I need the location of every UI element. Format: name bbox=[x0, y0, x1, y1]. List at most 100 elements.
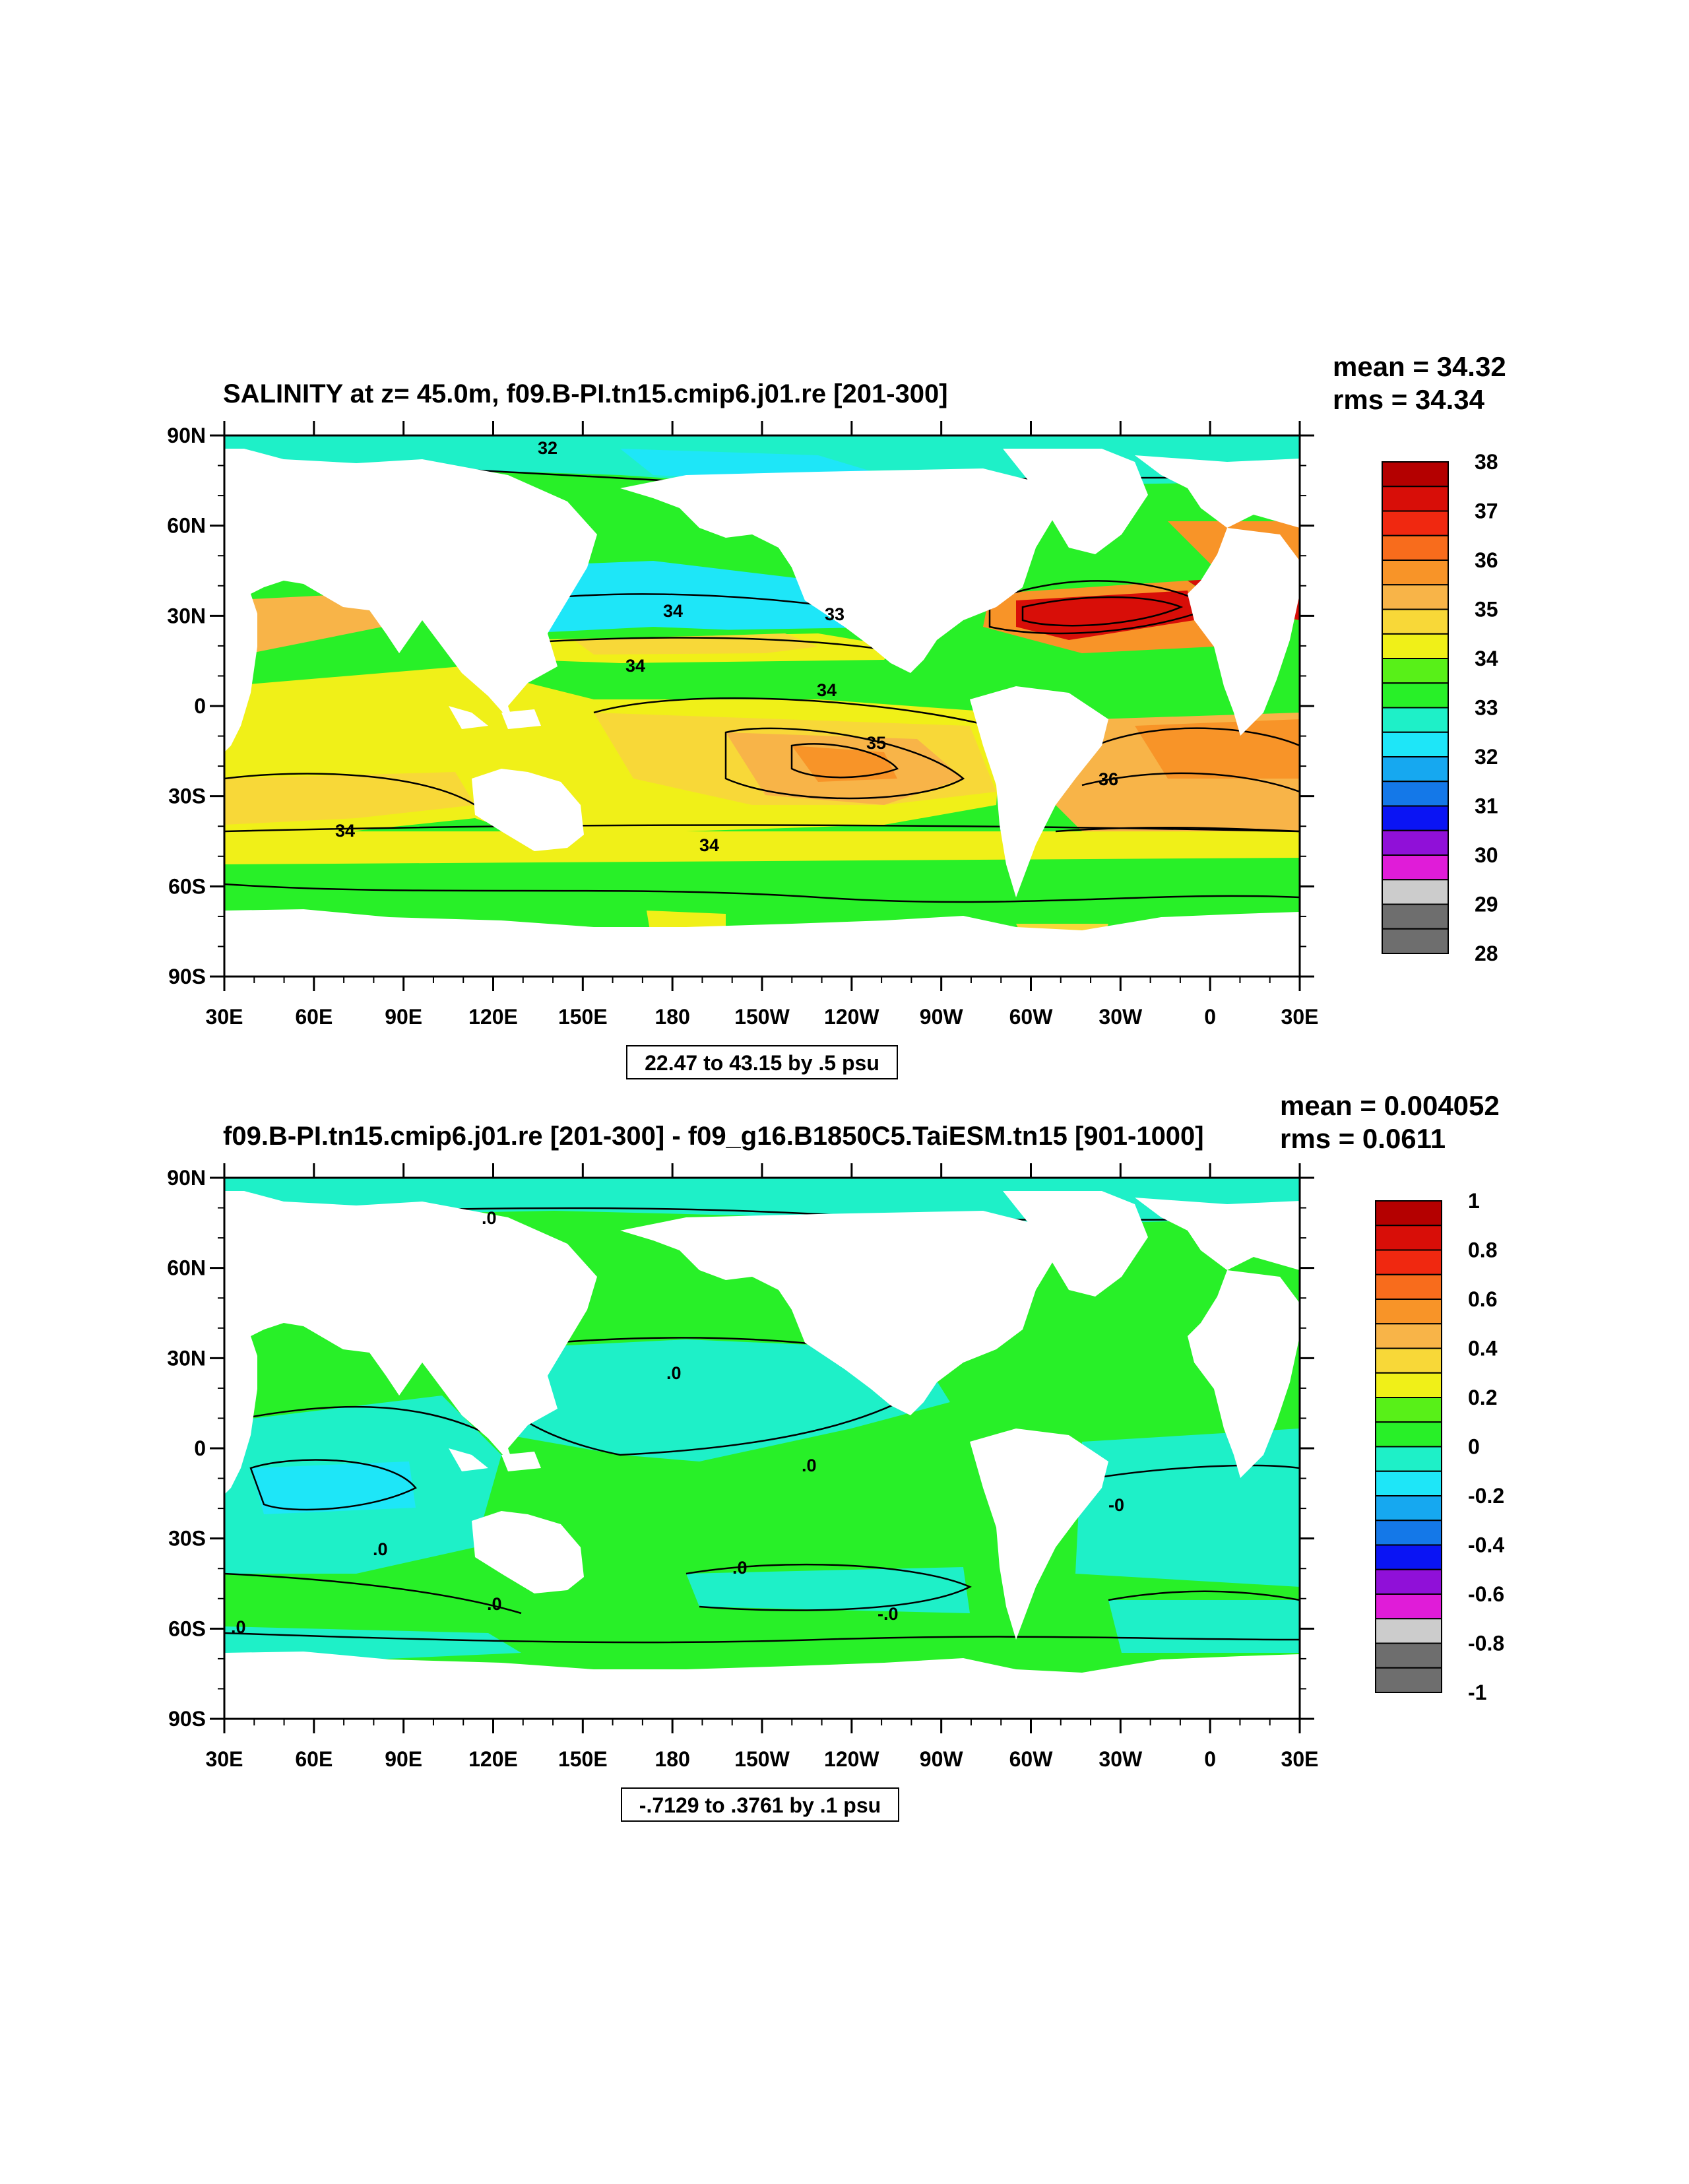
top-colorbar-label: 35 bbox=[1475, 598, 1498, 622]
top-lon-label: 120E bbox=[468, 1005, 518, 1029]
bottom-colorbar-swatch bbox=[1375, 1372, 1442, 1398]
top-colorbar-swatch bbox=[1382, 534, 1449, 561]
bottom-lon-label: 60E bbox=[295, 1747, 333, 1771]
top-contour-info: 22.47 to 43.15 by .5 psu bbox=[645, 1051, 879, 1075]
top-colorbar-swatch bbox=[1382, 903, 1449, 930]
bottom-lon-label: 120E bbox=[468, 1747, 518, 1771]
top-lat-label: 30N bbox=[167, 604, 206, 627]
bottom-colorbar-swatch bbox=[1375, 1299, 1442, 1325]
top-contour-label: 36 bbox=[1099, 769, 1118, 789]
top-lon-label: 60W bbox=[1009, 1005, 1054, 1029]
top-lat-label: 30S bbox=[168, 785, 206, 808]
bottom-colorbar-swatch bbox=[1375, 1397, 1442, 1423]
bottom-colorbar-swatch bbox=[1375, 1618, 1442, 1644]
bottom-map-plot bbox=[224, 1178, 1300, 1719]
top-contour-label: 34 bbox=[663, 601, 683, 621]
bottom-lat-label: 60S bbox=[168, 1617, 206, 1640]
bottom-colorbar-label: 0 bbox=[1468, 1435, 1480, 1459]
top-colorbar-label: 30 bbox=[1475, 843, 1498, 867]
top-lat-label: 60N bbox=[167, 514, 206, 538]
bottom-colorbar-swatch bbox=[1375, 1544, 1442, 1570]
top-lon-label: 30E bbox=[1281, 1005, 1319, 1029]
top-colorbar-swatch bbox=[1382, 854, 1449, 881]
bottom-colorbar-label: -0.6 bbox=[1468, 1582, 1504, 1606]
bottom-colorbar-label: -1 bbox=[1468, 1681, 1486, 1704]
top-contour-label: 34 bbox=[699, 835, 719, 855]
bottom-contour-label: .0 bbox=[482, 1208, 497, 1228]
top-lon-label: 90W bbox=[920, 1005, 964, 1029]
bottom-colorbar-label: -0.2 bbox=[1468, 1484, 1504, 1508]
bottom-colorbar-swatch bbox=[1375, 1421, 1442, 1448]
top-map-plot bbox=[224, 435, 1300, 977]
bottom-contour-label: .0 bbox=[373, 1539, 388, 1559]
bottom-contour-info-box bbox=[621, 1787, 899, 1822]
bottom-colorbar-label: 0.2 bbox=[1468, 1386, 1497, 1409]
bottom-rms-value: rms = 0.0611 bbox=[1280, 1123, 1446, 1154]
bottom-colorbar-label: -0.4 bbox=[1468, 1533, 1504, 1557]
bottom-colorbar-swatch bbox=[1375, 1667, 1442, 1693]
bottom-contour-info: -.7129 to .3761 by .1 psu bbox=[639, 1793, 881, 1817]
bottom-lon-label: 0 bbox=[1204, 1747, 1216, 1771]
top-lon-label: 0 bbox=[1204, 1005, 1216, 1029]
top-colorbar-label: 33 bbox=[1475, 696, 1498, 720]
top-colorbar-label: 36 bbox=[1475, 548, 1498, 572]
bottom-contour-label: .0 bbox=[666, 1363, 682, 1383]
top-colorbar-label: 34 bbox=[1475, 647, 1498, 670]
bottom-lat-label: 60N bbox=[167, 1256, 206, 1280]
top-rms-value: rms = 34.34 bbox=[1333, 384, 1485, 415]
bottom-colorbar-label: -0.8 bbox=[1468, 1632, 1504, 1655]
top-colorbar-swatch bbox=[1382, 510, 1449, 536]
bottom-colorbar-swatch bbox=[1375, 1273, 1442, 1300]
top-colorbar-swatch bbox=[1382, 608, 1449, 635]
bottom-lon-label: 90W bbox=[920, 1747, 964, 1771]
top-lon-label: 30W bbox=[1099, 1005, 1143, 1029]
bottom-map-title: f09.B-PI.tn15.cmip6.j01.re [201-300] - f… bbox=[223, 1122, 1204, 1151]
top-contour-label: 32 bbox=[538, 438, 558, 458]
top-colorbar-swatch bbox=[1382, 756, 1449, 783]
top-colorbar-label: 32 bbox=[1475, 745, 1498, 769]
top-map-title: SALINITY at z= 45.0m, f09.B-PI.tn15.cmip… bbox=[223, 379, 948, 408]
top-colorbar-swatch bbox=[1382, 879, 1449, 905]
top-colorbar-label: 37 bbox=[1475, 499, 1498, 523]
bottom-mean-value: mean = 0.004052 bbox=[1280, 1090, 1500, 1121]
top-colorbar-swatch bbox=[1382, 805, 1449, 831]
bottom-colorbar-swatch bbox=[1375, 1470, 1442, 1496]
top-contour-label: 34 bbox=[625, 656, 645, 676]
top-colorbar: 38 37 36 35 34 33 32 31 30 29 28 bbox=[1382, 450, 1498, 965]
bottom-colorbar-label: 0.4 bbox=[1468, 1337, 1498, 1361]
top-colorbar-label: 38 bbox=[1475, 450, 1498, 474]
top-colorbar-swatch bbox=[1382, 928, 1449, 954]
bottom-lon-label: 30W bbox=[1099, 1747, 1143, 1771]
top-colorbar-label: 31 bbox=[1475, 794, 1498, 818]
bottom-colorbar-swatch bbox=[1375, 1593, 1442, 1620]
top-contour-label: 34 bbox=[335, 821, 355, 841]
bottom-colorbar-swatch bbox=[1375, 1642, 1442, 1669]
bottom-contour-label: -.0 bbox=[877, 1604, 899, 1624]
top-lon-label: 30E bbox=[206, 1005, 243, 1029]
bottom-contour-label: -0 bbox=[1108, 1495, 1124, 1515]
top-lat-label: 90S bbox=[168, 965, 206, 988]
bottom-colorbar-swatch bbox=[1375, 1249, 1442, 1275]
top-colorbar-swatch bbox=[1382, 707, 1449, 733]
top-lon-label: 120W bbox=[824, 1005, 879, 1029]
top-lat-label: 0 bbox=[194, 694, 206, 718]
bottom-colorbar-swatch bbox=[1375, 1568, 1442, 1595]
top-lon-label: 180 bbox=[654, 1005, 689, 1029]
bottom-contour-label: .0 bbox=[732, 1558, 748, 1578]
bottom-lon-label: 150W bbox=[734, 1747, 790, 1771]
top-colorbar-swatch bbox=[1382, 461, 1449, 488]
bottom-lat-label: 90N bbox=[167, 1166, 206, 1190]
bottom-lat-label: 30N bbox=[167, 1346, 206, 1370]
bottom-lon-label: 150E bbox=[558, 1747, 608, 1771]
bottom-contour-label: .0 bbox=[231, 1617, 246, 1637]
bottom-contour-label: .0 bbox=[487, 1594, 502, 1614]
top-colorbar-swatch bbox=[1382, 829, 1449, 856]
top-colorbar-swatch bbox=[1382, 781, 1449, 807]
top-colorbar-swatch bbox=[1382, 682, 1449, 709]
top-contour-labels: 32 34 33 34 34 35 36 34 34 bbox=[335, 438, 1118, 855]
top-lon-label: 90E bbox=[385, 1005, 422, 1029]
bottom-lon-label: 120W bbox=[824, 1747, 879, 1771]
top-lon-label: 60E bbox=[295, 1005, 333, 1029]
